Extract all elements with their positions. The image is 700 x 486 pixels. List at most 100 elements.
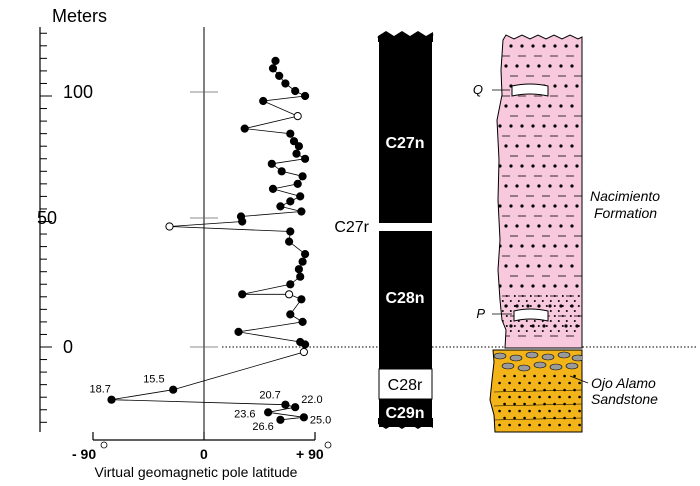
pattern-dot — [513, 416, 516, 420]
vgp-point — [296, 272, 305, 281]
vgp-point — [285, 237, 294, 246]
pattern-dot — [558, 423, 561, 427]
pattern-dot — [578, 423, 581, 427]
pattern-dot — [513, 388, 516, 392]
pattern-dot — [563, 374, 566, 378]
pattern-dot — [570, 224, 574, 228]
pattern-dot — [570, 64, 574, 68]
pattern-dot — [565, 300, 568, 302]
pattern-dot — [568, 395, 571, 399]
nacimiento-formation-unit — [496, 34, 583, 349]
pattern-dot — [517, 300, 520, 302]
degree-symbol-icon — [324, 441, 332, 449]
pattern-dot — [565, 330, 568, 332]
pattern-dot — [523, 402, 526, 406]
vgp-point — [238, 290, 247, 299]
vgp-point — [240, 124, 249, 133]
pattern-dot — [521, 325, 524, 327]
pattern-dot — [498, 164, 502, 168]
vgp-point-open — [299, 347, 308, 357]
pattern-dot — [504, 144, 508, 148]
pattern-dot — [501, 300, 504, 302]
vgp-point — [297, 207, 306, 216]
pattern-dot — [548, 144, 552, 148]
y-tick-label-50: 50 — [37, 208, 57, 228]
sandstone-pattern — [493, 351, 582, 427]
vgp-plot: Meters 100 50 0 - 90 0 + 90 Virtual geom… — [37, 6, 698, 480]
pattern-dot — [577, 325, 580, 327]
pattern-dot — [543, 374, 546, 378]
pattern-dot — [542, 244, 546, 248]
pattern-dot — [533, 402, 536, 406]
vgp-point — [294, 265, 303, 274]
polarity-zone-c28r — [378, 368, 433, 400]
pattern-dot — [509, 330, 512, 332]
vgp-point — [276, 415, 285, 424]
pattern-dot — [558, 395, 561, 399]
vgp-point — [291, 86, 300, 96]
pattern-dot — [559, 264, 563, 268]
pattern-dot — [505, 315, 508, 317]
pattern-dot — [538, 423, 541, 427]
vgp-point — [291, 403, 300, 412]
pattern-dot — [503, 374, 506, 378]
pattern-dot — [503, 402, 506, 406]
pattern-dot — [523, 388, 526, 392]
pattern-dot — [503, 416, 506, 420]
pattern-dot — [531, 124, 535, 128]
vgp-point — [298, 172, 307, 181]
pattern-dot — [509, 204, 513, 208]
unit-label-ojo-alamo-line1: Ojo Alamo — [591, 375, 656, 391]
pattern-dot — [553, 204, 557, 208]
pattern-dot — [564, 244, 568, 248]
pattern-dot — [575, 324, 579, 328]
marker-q: Q — [473, 82, 549, 97]
pattern-dot — [570, 104, 574, 108]
pattern-dot — [508, 409, 511, 413]
pattern-dot — [504, 104, 508, 108]
pattern-dot — [498, 395, 501, 399]
pattern-dot — [537, 325, 540, 327]
pattern-dot — [559, 304, 563, 308]
pattern-dot — [526, 224, 530, 228]
pattern-dot — [573, 330, 576, 332]
unit-label-nacimiento-line2: Formation — [594, 205, 657, 221]
pattern-dot — [542, 284, 546, 288]
vgp-point — [289, 137, 299, 146]
pattern-dot — [548, 104, 552, 108]
polarity-base — [379, 40, 432, 427]
pattern-dot — [504, 264, 508, 268]
pattern-dot — [526, 64, 530, 68]
pattern-dot — [509, 300, 512, 302]
vgp-point — [293, 179, 302, 188]
pattern-dot — [526, 104, 530, 108]
pattern-dot — [548, 304, 552, 308]
pattern-dot — [565, 320, 568, 322]
pattern-dot — [542, 124, 546, 128]
pattern-dot — [521, 295, 524, 297]
pattern-dot — [575, 84, 579, 88]
vgp-point-label: 26.6 — [252, 421, 273, 433]
pattern-dot — [581, 184, 582, 188]
pattern-dot — [568, 423, 571, 427]
vgp-point — [297, 295, 306, 304]
y-tick-label-0: 0 — [63, 337, 73, 357]
pattern-dot — [558, 381, 561, 385]
polarity-column: C27n C27r C28n C28r C29n — [334, 31, 434, 429]
pattern-dot — [513, 374, 516, 378]
pattern-dot — [509, 44, 513, 48]
pattern-dot — [529, 325, 532, 327]
pebble-icon — [549, 363, 563, 371]
pattern-dot — [581, 104, 582, 108]
pattern-dot — [553, 416, 556, 420]
pattern-dot — [575, 204, 579, 208]
pattern-dot — [570, 144, 574, 148]
pattern-dot — [548, 224, 552, 228]
pattern-dot — [549, 330, 552, 332]
ojo-alamo-pointer — [569, 375, 589, 384]
pattern-dot — [531, 324, 535, 328]
pattern-dot — [537, 305, 540, 307]
pattern-dot — [542, 204, 546, 208]
pattern-dot — [575, 284, 579, 288]
pattern-dot — [549, 320, 552, 322]
